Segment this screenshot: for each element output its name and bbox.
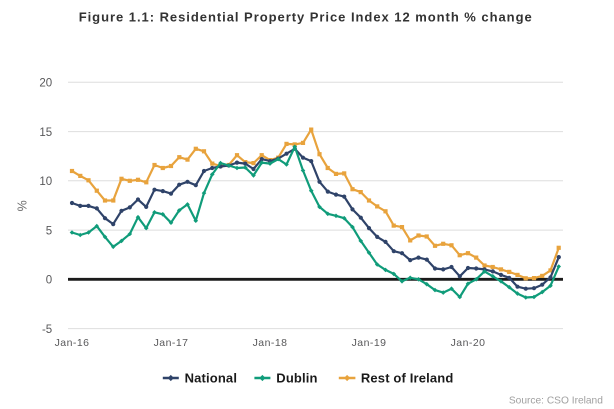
svg-text:Dublin: Dublin [276,371,317,386]
svg-text:Jan-18: Jan-18 [253,337,288,349]
svg-text:Rest of Ireland: Rest of Ireland [361,371,454,386]
svg-text:Jan-16: Jan-16 [55,337,90,349]
svg-text:Jan-17: Jan-17 [154,337,189,349]
svg-text:Source: CSO Ireland: Source: CSO Ireland [509,396,603,407]
svg-text:Figure 1.1: Residential Proper: Figure 1.1: Residential Property Price I… [79,9,533,24]
svg-text:10: 10 [39,176,52,188]
svg-text:%: % [16,200,30,211]
svg-text:5: 5 [46,226,52,238]
svg-text:0: 0 [46,275,52,287]
svg-text:National: National [185,371,237,386]
svg-text:Jan-19: Jan-19 [352,337,387,349]
svg-text:Jan-20: Jan-20 [451,337,486,349]
svg-text:20: 20 [39,78,52,90]
svg-text:15: 15 [39,127,52,139]
svg-text:-5: -5 [42,324,52,336]
